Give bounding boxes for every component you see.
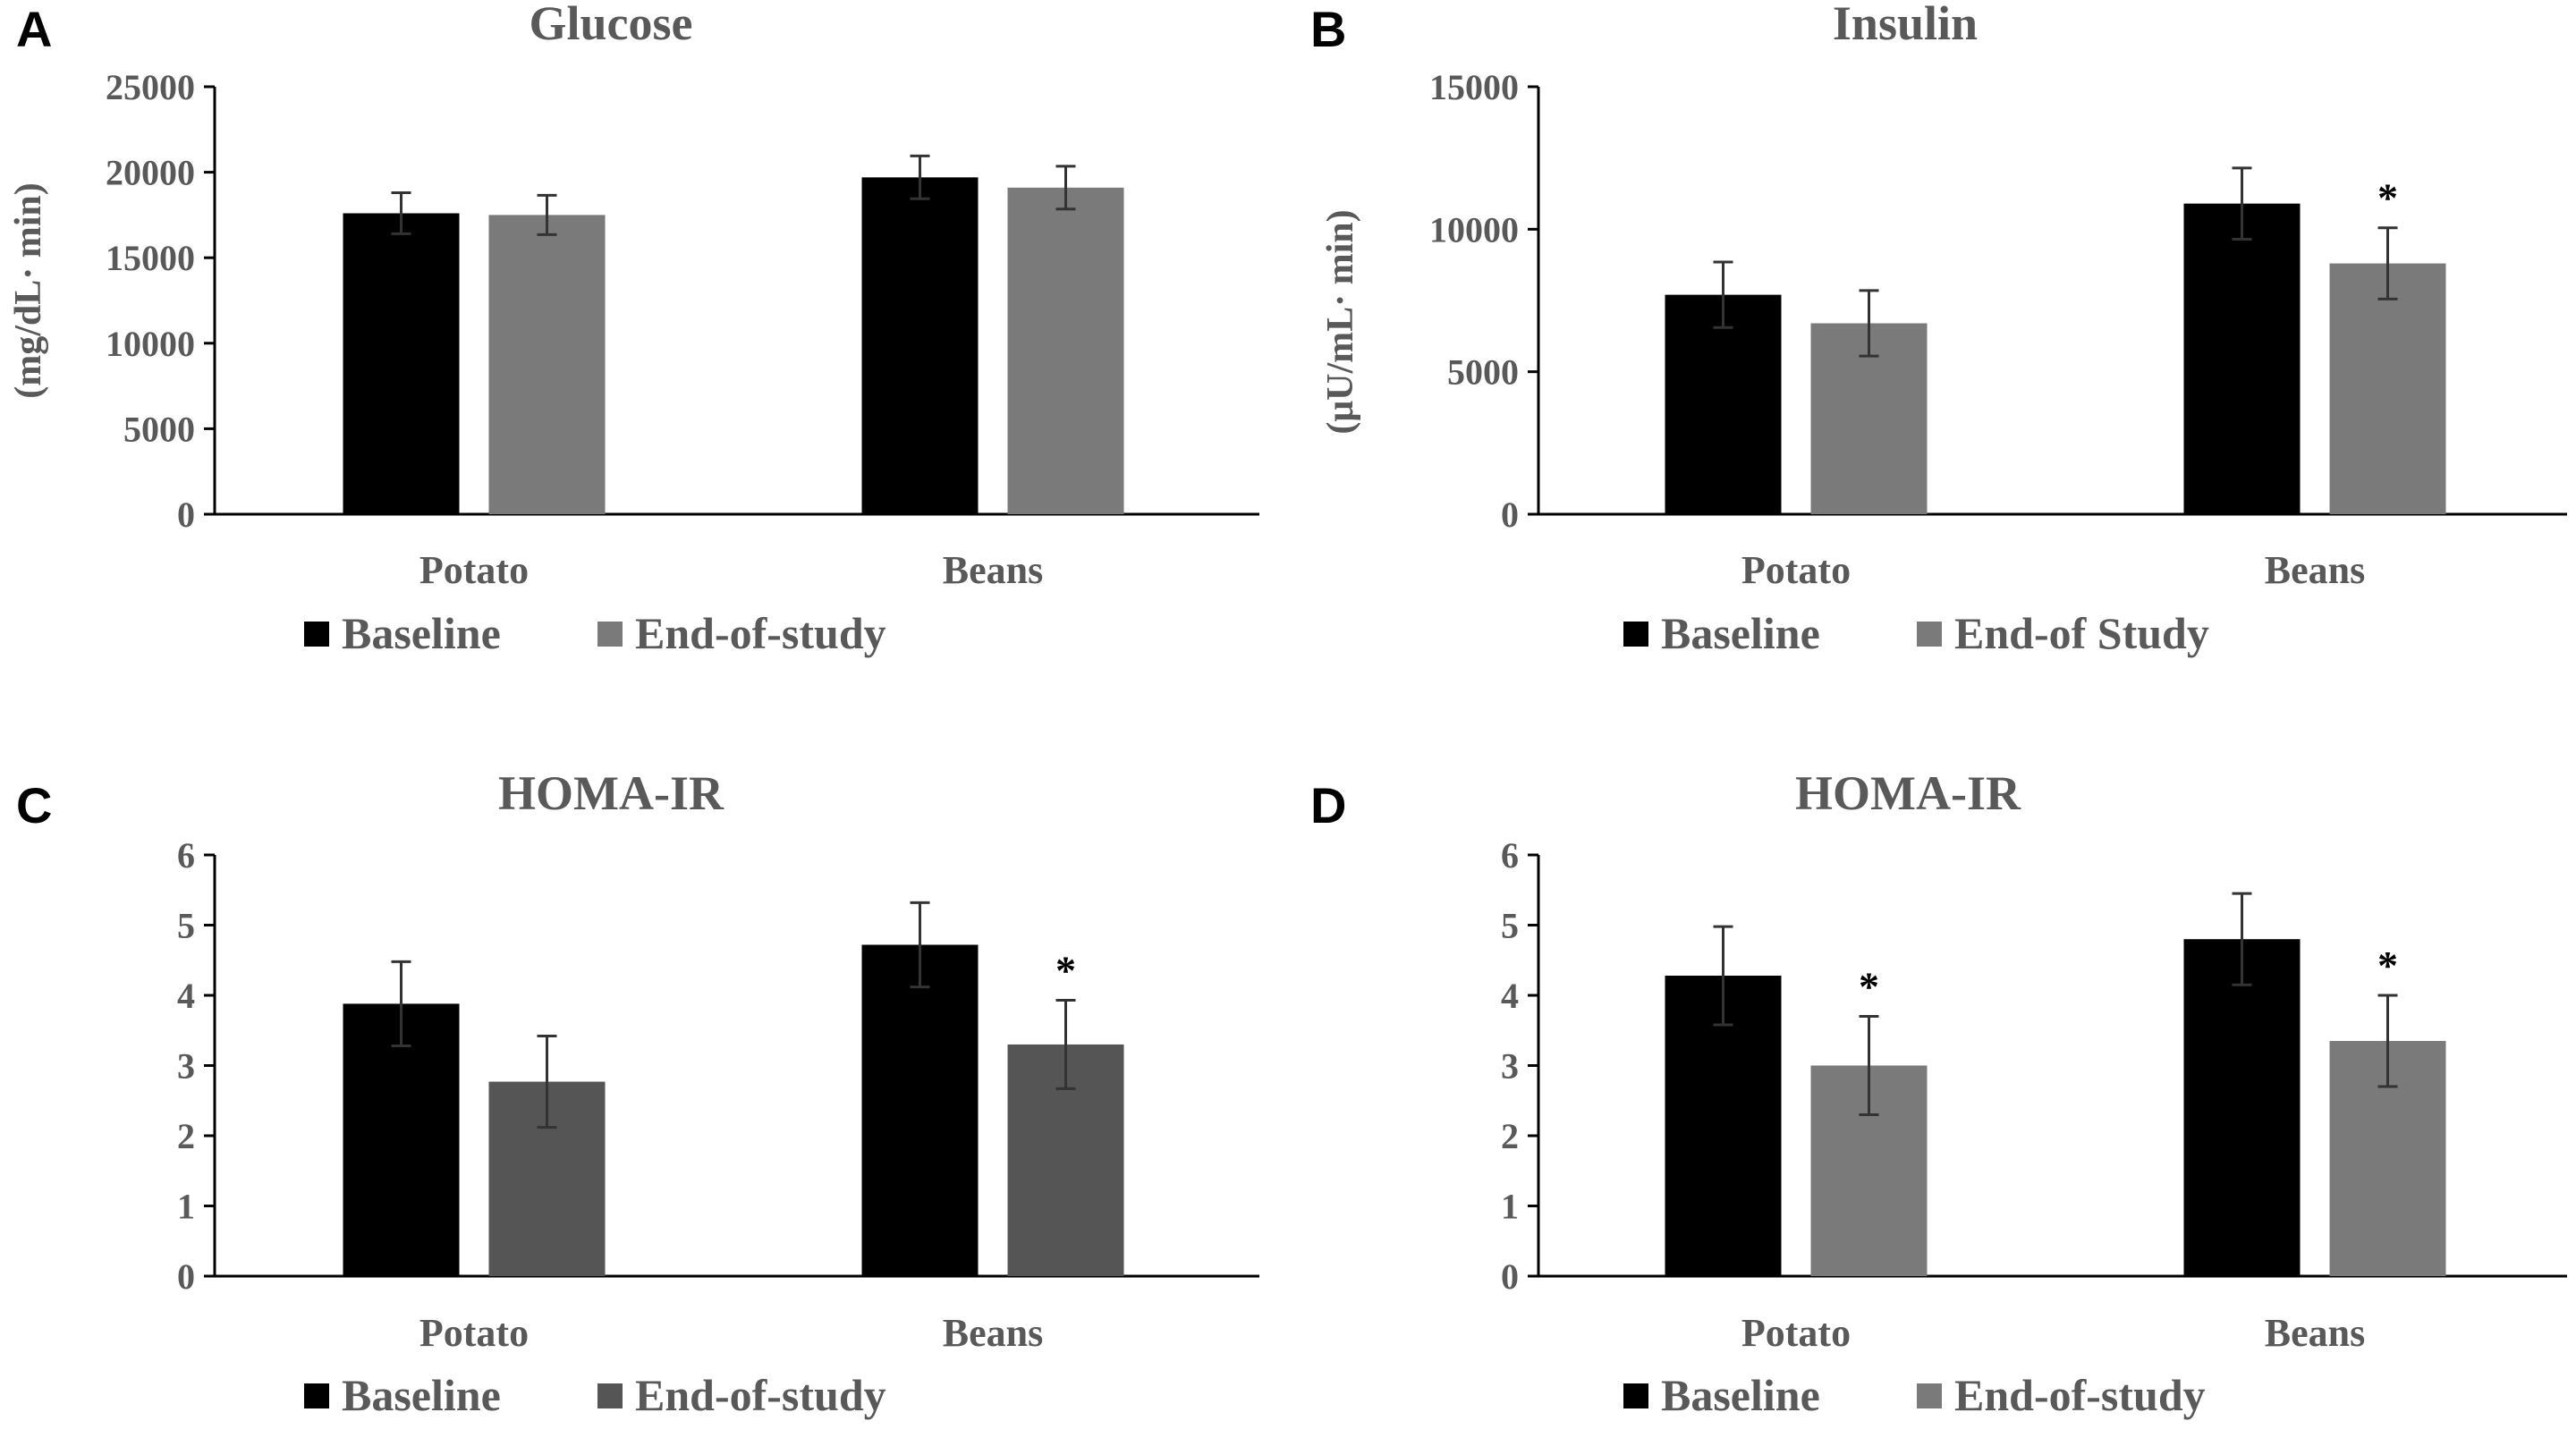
y-tick-label: 3: [177, 1046, 195, 1087]
panel-letter: B: [1310, 1, 1346, 57]
legend-swatch: [1917, 622, 1942, 647]
y-tick-label: 3: [1501, 1046, 1519, 1087]
bar-baseline-potato: [1665, 294, 1782, 514]
x-tick-label: Potato: [419, 548, 529, 592]
chart-title: HOMA-IR: [498, 766, 724, 820]
y-tick-label: 2: [177, 1116, 195, 1156]
legend-label: End-of-study: [1954, 1370, 2206, 1420]
y-tick-label: 0: [177, 1256, 195, 1297]
legend-label: Baseline: [1661, 608, 1820, 658]
bar-baseline-beans: [861, 177, 979, 514]
legend-swatch: [304, 622, 329, 647]
y-tick-label: 15000: [106, 238, 195, 278]
chart-title: Insulin: [1833, 0, 1978, 50]
legend-swatch: [1623, 1383, 1648, 1408]
y-tick-label: 20000: [106, 153, 195, 193]
chart-title: HOMA-IR: [1795, 766, 2021, 820]
significance-asterisk: *: [2377, 943, 2398, 988]
chart-title: Glucose: [530, 0, 693, 50]
y-tick-label: 5: [1501, 906, 1519, 946]
y-tick-label: 2: [1501, 1116, 1519, 1156]
legend-label: End-of Study: [1954, 608, 2209, 658]
legend-swatch: [1917, 1383, 1942, 1408]
x-tick-label: Potato: [419, 1311, 529, 1355]
y-axis-label: (μU/mL· min): [1320, 209, 1361, 434]
y-tick-label: 5000: [1447, 352, 1519, 393]
panel-letter: C: [16, 777, 52, 833]
chart-panel-c: C HOMA-IR 0 1 2 3 4 5 6 Potato * Beans Baseline End-o…: [16, 766, 1259, 1420]
chart-panel-b: B Insulin (μU/mL· min) 0 5000 10000 15000 Potat…: [1310, 0, 2567, 658]
chart-panel-d: D HOMA-IR 0 1 2 3 4 5 6 * Potato * Beans Baseline End-…: [1310, 766, 2567, 1420]
significance-asterisk: *: [2377, 175, 2398, 221]
y-tick-label: 15000: [1429, 67, 1519, 107]
y-tick-label: 0: [177, 495, 195, 535]
y-tick-label: 4: [177, 976, 195, 1016]
legend-label: Baseline: [342, 608, 501, 658]
legend-swatch: [597, 622, 623, 647]
bar-baseline-potato: [343, 1003, 460, 1276]
x-tick-label: Beans: [2265, 1311, 2365, 1355]
y-tick-label: 25000: [106, 67, 195, 107]
x-tick-label: Beans: [2265, 548, 2365, 592]
bar-baseline-beans: [2183, 203, 2301, 515]
y-tick-label: 10000: [106, 324, 195, 364]
y-tick-label: 10000: [1429, 209, 1519, 250]
panel-letter: D: [1310, 777, 1346, 833]
bar-end-of-study-beans: [1007, 187, 1124, 515]
legend-label: End-of-study: [635, 1370, 886, 1420]
legend-swatch: [304, 1383, 329, 1408]
y-tick-label: 6: [177, 835, 195, 875]
x-tick-label: Beans: [943, 1311, 1043, 1355]
x-tick-label: Potato: [1741, 1311, 1851, 1355]
panel-letter: A: [16, 1, 52, 57]
y-tick-label: 0: [1501, 495, 1519, 535]
bar-baseline-potato: [343, 213, 460, 514]
y-tick-label: 4: [1501, 976, 1519, 1016]
y-tick-label: 6: [1501, 835, 1519, 875]
legend-swatch: [597, 1383, 623, 1408]
y-tick-label: 0: [1501, 1256, 1519, 1297]
bar-end-of-study-potato: [488, 215, 606, 514]
bar-baseline-beans: [2183, 939, 2301, 1276]
y-axis-label: (mg/dL· min): [8, 182, 49, 399]
chart-panel-a: A Glucose (mg/dL· min) 0 5000 10000 15000 20000…: [8, 0, 1259, 658]
bar-baseline-beans: [861, 944, 979, 1276]
significance-asterisk: *: [1859, 964, 1879, 1010]
x-tick-label: Potato: [1741, 548, 1851, 592]
y-tick-label: 5000: [123, 409, 195, 449]
legend-label: Baseline: [1661, 1370, 1820, 1420]
bar-end-of-study-beans: [2329, 263, 2446, 514]
legend-swatch: [1623, 622, 1648, 647]
y-tick-label: 1: [1501, 1187, 1519, 1227]
significance-asterisk: *: [1055, 947, 1076, 993]
x-tick-label: Beans: [943, 548, 1043, 592]
y-tick-label: 1: [177, 1187, 195, 1227]
legend-label: End-of-study: [635, 608, 886, 658]
legend-label: Baseline: [342, 1370, 501, 1420]
y-tick-label: 5: [177, 906, 195, 946]
